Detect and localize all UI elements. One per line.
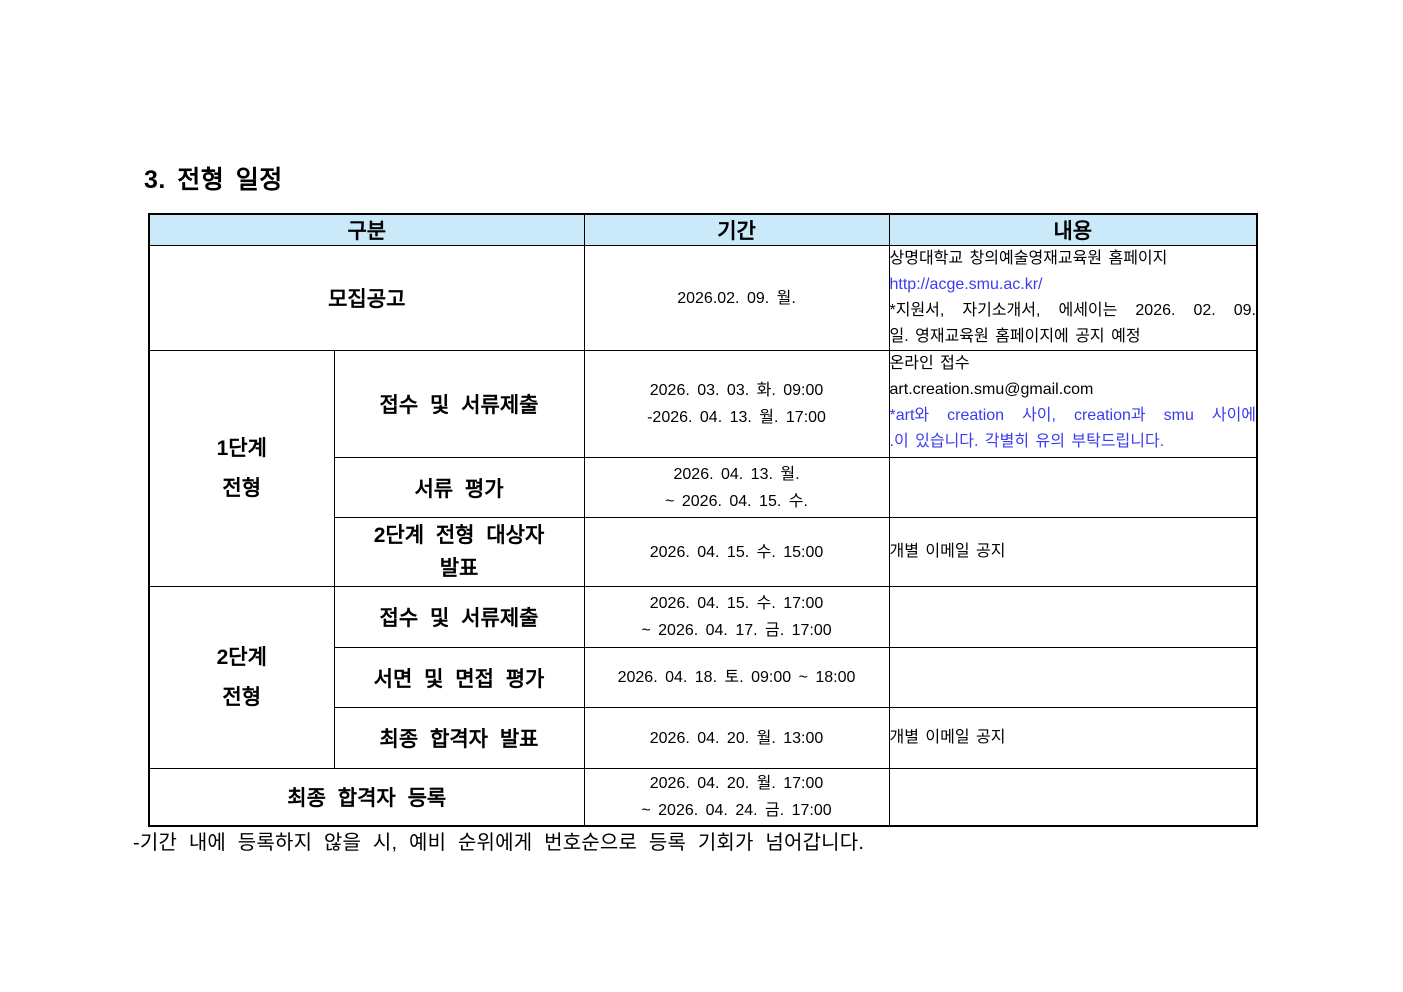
- stage2-candidates-content: 개별 이메일 공지: [888, 517, 1258, 587]
- content-line: 온라인 접수: [889, 355, 970, 372]
- period-line: ~ 2026. 04. 24. 금. 17:00: [641, 801, 832, 819]
- footnote: -기간 내에 등록하지 않을 시, 예비 순위에게 번호순으로 등록 기회가 넘…: [133, 832, 865, 854]
- empty-content-cell: [888, 457, 1258, 518]
- header-period: 기간: [583, 213, 890, 246]
- period-line: 2026. 04. 20. 월. 17:00: [649, 774, 824, 792]
- row-announcement: 모집공고 2026.02. 09. 월. 상명대학교 창의예술영재교육원 홈페이…: [148, 245, 1258, 351]
- table-header-row: 구분 기간 내용: [148, 213, 1258, 246]
- row-final-announce: 최종 합격자 발표 2026. 04. 20. 월. 13:00 개별 이메일 …: [149, 707, 1258, 769]
- empty-content-cell: [888, 647, 1258, 708]
- homepage-link[interactable]: http://acge.smu.ac.kr/: [889, 276, 1043, 293]
- page-title: 3. 전형 일정: [144, 166, 283, 194]
- content-line: *지원서, 자기소개서, 에세이는 2026. 02. 09.: [889, 302, 1257, 319]
- registration-label: 최종 합격자 등록: [148, 768, 585, 826]
- stage1-submission-label: 접수 및 서류제출: [333, 350, 585, 458]
- stage2-candidates-label: 2단계 전형 대상자 발표: [333, 517, 585, 587]
- interview-label: 서면 및 면접 평가: [333, 647, 585, 708]
- stage2-candidates-period: 2026. 04. 15. 수. 15:00: [583, 517, 890, 587]
- content-note-line: .이 있습니다. 각별히 유의 부탁드립니다.: [889, 433, 1165, 450]
- content-note-line: *art와 creation 사이, creation과 smu 사이에: [889, 407, 1257, 424]
- row-stage1-doc-review: 서류 평가 2026. 04. 13. 월. ~ 2026. 04. 15. 수…: [149, 457, 1258, 518]
- empty-content-cell: [888, 586, 1258, 648]
- empty-content-cell: [888, 768, 1258, 826]
- row-registration: 최종 합격자 등록 2026. 04. 20. 월. 17:00 ~ 2026.…: [148, 768, 1258, 826]
- stage1-submission-content: 온라인 접수 art.creation.smu@gmail.com *art와 …: [888, 350, 1258, 458]
- doc-review-period: 2026. 04. 13. 월. ~ 2026. 04. 15. 수.: [583, 457, 890, 518]
- row-stage2-submission: 2단계 전형 접수 및 서류제출 2026. 04. 15. 수. 17:00 …: [148, 586, 1258, 769]
- period-line: ~ 2026. 04. 17. 금. 17:00: [641, 622, 832, 639]
- announcement-content: 상명대학교 창의예술영재교육원 홈페이지 http://acge.smu.ac.…: [888, 245, 1258, 351]
- announcement-period: 2026.02. 09. 월.: [583, 245, 890, 351]
- period-line: ~ 2026. 04. 15. 수.: [665, 492, 808, 510]
- header-category: 구분: [148, 213, 585, 246]
- stage1-label: 1단계 전형: [148, 350, 335, 587]
- registration-period: 2026. 04. 20. 월. 17:00 ~ 2026. 04. 24. 금…: [583, 768, 890, 826]
- period-line: 2026. 03. 03. 화. 09:00: [649, 382, 824, 399]
- schedule-table: 구분 기간 내용 모집공고 2026.02. 09. 월. 상명대학교 창의예술…: [148, 213, 1259, 827]
- period-line: 2026. 04. 15. 수. 17:00: [649, 595, 824, 612]
- stage2-submission-period: 2026. 04. 15. 수. 17:00 ~ 2026. 04. 17. 금…: [583, 586, 890, 648]
- final-announce-period: 2026. 04. 20. 월. 13:00: [583, 707, 890, 769]
- stage2-label: 2단계 전형: [148, 586, 335, 769]
- announcement-label: 모집공고: [148, 245, 585, 351]
- row-stage2-interview: 서면 및 면접 평가 2026. 04. 18. 토. 09:00 ~ 18:0…: [149, 647, 1258, 708]
- stage2-submission-label: 접수 및 서류제출: [333, 586, 585, 648]
- content-line: 일. 영재교육원 홈페이지에 공지 예정: [889, 328, 1141, 345]
- email-address: art.creation.smu@gmail.com: [889, 381, 1094, 398]
- final-announce-content: 개별 이메일 공지: [888, 707, 1258, 769]
- stage1-submission-period: 2026. 03. 03. 화. 09:00 -2026. 04. 13. 월.…: [583, 350, 890, 458]
- final-announce-label: 최종 합격자 발표: [333, 707, 585, 769]
- period-line: -2026. 04. 13. 월. 17:00: [647, 409, 826, 426]
- header-content: 내용: [888, 213, 1258, 246]
- doc-review-label: 서류 평가: [333, 457, 585, 518]
- content-line: 상명대학교 창의예술영재교육원 홈페이지: [889, 250, 1168, 267]
- period-line: 2026. 04. 13. 월.: [673, 465, 800, 483]
- row-stage1-submission: 1단계 전형 접수 및 서류제출 2026. 03. 03. 화. 09:00 …: [148, 350, 1258, 587]
- interview-period: 2026. 04. 18. 토. 09:00 ~ 18:00: [583, 647, 890, 708]
- row-stage2-candidates: 2단계 전형 대상자 발표 2026. 04. 15. 수. 15:00 개별 …: [149, 517, 1258, 587]
